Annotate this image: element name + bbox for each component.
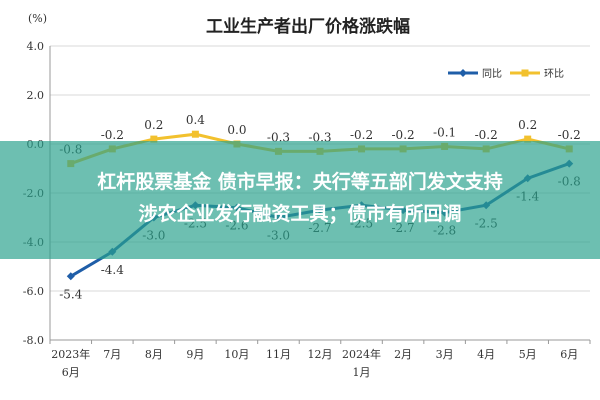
- y-axis-unit: (%): [28, 12, 47, 25]
- legend: 同比 环比: [448, 68, 564, 80]
- y-tick-label: 2.0: [27, 89, 45, 102]
- x-tick-label: 2024年: [342, 347, 381, 361]
- headline-banner: [0, 141, 600, 259]
- x-tick-label: 9月: [186, 348, 204, 361]
- data-point: [66, 272, 75, 281]
- x-tick-label: 12月: [308, 348, 333, 361]
- data-point: [524, 135, 532, 143]
- data-label: -0.1: [433, 125, 456, 139]
- x-tick-label: 4月: [477, 348, 495, 361]
- data-label: -0.2: [558, 128, 581, 142]
- x-tick-label: 2月: [394, 348, 412, 361]
- x-tick-label: 1月: [353, 366, 371, 379]
- headline-line-2: 涉农企业发行融资工具；债市有所回调: [138, 203, 462, 225]
- x-tick-label: 7月: [103, 348, 121, 361]
- data-point: [191, 130, 199, 138]
- headline-line-1: 杠杆股票基金 债市早报：央行等五部门发文支持: [97, 171, 503, 193]
- y-tick-label: 4.0: [27, 40, 45, 53]
- data-label: -4.4: [101, 263, 125, 277]
- legend-marker: [521, 69, 529, 77]
- data-label: 0.2: [144, 118, 163, 132]
- data-label: -0.3: [267, 130, 290, 144]
- data-label: 0.2: [518, 118, 537, 132]
- data-label: 0.4: [186, 113, 205, 127]
- data-label: -0.2: [101, 128, 124, 142]
- chart-title: 工业生产者出厂价格涨跌幅: [206, 16, 410, 37]
- x-tick-label: 6月: [62, 366, 80, 379]
- legend-label: 环比: [544, 68, 564, 80]
- x-tick-label: 10月: [224, 348, 249, 361]
- data-label: -0.2: [350, 128, 373, 142]
- x-tick-label: 11月: [266, 348, 291, 361]
- x-tick-label: 6月: [560, 348, 578, 361]
- data-point: [150, 135, 158, 143]
- y-tick-label: -8.0: [23, 334, 44, 347]
- x-tick-label: 3月: [436, 348, 454, 361]
- data-label: -0.2: [392, 128, 415, 142]
- data-label: 0.0: [227, 123, 246, 137]
- data-label: -0.2: [475, 128, 498, 142]
- x-tick-labels: 2023年 6月 7月 8月 9月 10月 11月 12月 2024年 1月 2月 3月 4月 5月 6月: [51, 347, 578, 379]
- x-tick-label: 8月: [145, 348, 163, 361]
- data-label: -0.3: [308, 130, 331, 144]
- data-label: -5.4: [59, 287, 83, 301]
- y-tick-label: -6.0: [23, 285, 44, 298]
- headline-text[interactable]: 杠杆股票基金 债市早报：央行等五部门发文支持 涉农企业发行融资工具；债市有所回调: [0, 166, 600, 230]
- x-tick-label: 2023年: [51, 347, 90, 361]
- x-tick-label: 5月: [519, 348, 537, 361]
- legend-label: 同比: [482, 68, 502, 80]
- legend-marker: [459, 69, 467, 77]
